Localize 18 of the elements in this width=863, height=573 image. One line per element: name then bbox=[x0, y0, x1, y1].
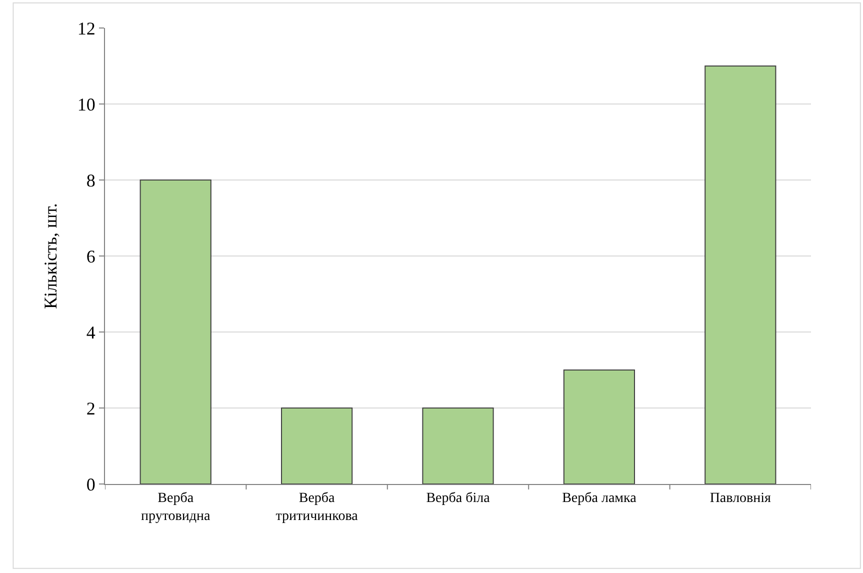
bar bbox=[704, 66, 776, 484]
bar bbox=[281, 408, 353, 484]
y-tick-label: 10 bbox=[77, 94, 96, 114]
y-tick-label: 6 bbox=[86, 246, 96, 266]
x-tick-label: Верба тритичинкова bbox=[276, 490, 359, 524]
y-axis-title: Кількість, шт. bbox=[40, 203, 61, 309]
bar bbox=[140, 180, 212, 484]
y-tick-label: 12 bbox=[77, 18, 96, 38]
x-tick-label: Верба ламка bbox=[562, 490, 638, 506]
y-tick-label: 2 bbox=[86, 398, 96, 418]
y-tick-label: 4 bbox=[86, 322, 96, 342]
x-tick-label: Верба прутовидна bbox=[141, 490, 211, 524]
bar bbox=[422, 408, 494, 484]
x-tick-label: Верба біла bbox=[426, 490, 491, 506]
x-tick-label: Павловнія bbox=[710, 490, 772, 506]
y-tick-label: 8 bbox=[86, 170, 96, 190]
bar bbox=[563, 370, 635, 484]
y-tick-label: 0 bbox=[86, 474, 96, 494]
